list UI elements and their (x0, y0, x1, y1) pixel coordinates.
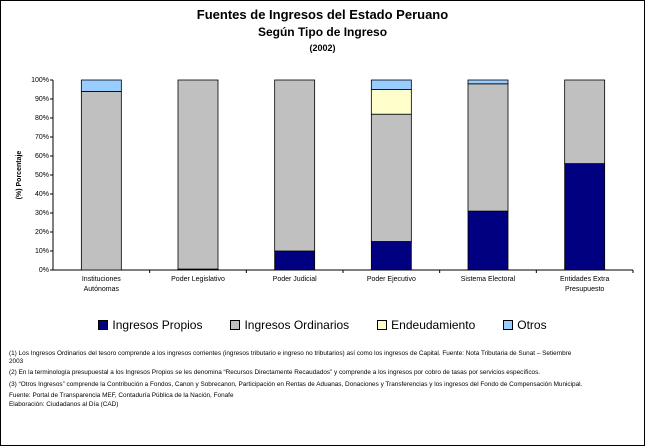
bar-segment (370, 241, 412, 271)
bar-segment (80, 91, 122, 271)
legend-label: Ingresos Ordinarios (244, 318, 350, 332)
bar-segment (80, 79, 122, 92)
notes: (1) Los Ingresos Ordinarios del tesoro c… (9, 350, 584, 409)
y-tick-label: 80% (35, 115, 49, 122)
y-tick-label: 10% (35, 248, 49, 255)
bar-segment (370, 89, 412, 115)
bar-segment (370, 79, 412, 90)
legend-item: Endeudamiento (377, 318, 475, 332)
chart-subtitle: Según Tipo de Ingreso (257, 25, 388, 39)
legend-swatch (98, 320, 109, 330)
chart-period: (2002) (309, 43, 336, 53)
bar-segment (467, 210, 509, 271)
bar-segment (564, 163, 606, 271)
x-tick-label: Sistema Electoral (460, 276, 516, 283)
legend-swatch (503, 320, 514, 330)
x-tick-label: Instituciones Autónomas (81, 276, 121, 293)
bar-segment (467, 79, 509, 85)
bar-segment (274, 250, 316, 271)
y-tick-label: 100% (31, 77, 49, 84)
y-tick-label: 20% (35, 229, 49, 236)
y-tick-label: 40% (35, 191, 49, 198)
chart-title: Fuentes de Ingresos del Estado Peruano (196, 7, 449, 22)
legend-item: Otros (503, 318, 547, 332)
note: (3) “Otros Ingresos” comprende la Contri… (9, 380, 583, 388)
y-tick-label: 70% (35, 134, 49, 141)
source: Fuente: Portal de Transparencia MEF, Con… (9, 392, 234, 399)
credit: Elaboración: Ciudadanos al Día (CAD) (9, 400, 119, 408)
x-tick-label: Poder Legislativo (171, 276, 225, 283)
y-tick-label: 90% (35, 96, 49, 103)
legend-label: Endeudamiento (391, 318, 476, 332)
legend-label: Otros (517, 318, 547, 332)
y-tick-label: 30% (35, 210, 49, 217)
legend: Ingresos Propios Ingresos Ordinarios Endeu… (1, 318, 644, 332)
bar-segment (177, 79, 219, 270)
bar-segment (274, 79, 316, 252)
y-tick-label: 60% (35, 153, 49, 160)
legend-item: Ingresos Propios (98, 318, 202, 332)
y-tick-label: 0% (39, 267, 49, 274)
bar-segment (370, 113, 412, 242)
y-tick-label: 50% (35, 172, 49, 179)
legend-item: Ingresos Ordinarios (230, 318, 349, 332)
legend-swatch (230, 320, 241, 330)
note: (1) Los Ingresos Ordinarios del tesoro c… (9, 350, 572, 365)
bar-segment (564, 79, 606, 164)
note: (2) En la terminología presupuestal a lo… (9, 369, 541, 376)
bar-segment (467, 83, 509, 212)
x-tick-label: Poder Judicial (272, 276, 317, 283)
y-axis-label: (%) Porcentaje (16, 151, 23, 200)
x-tick-label: Poder Ejecutivo (366, 276, 416, 283)
legend-label: Ingresos Propios (112, 318, 203, 332)
x-tick-label: Entidades Extra Presupuesto (559, 276, 610, 293)
legend-swatch (377, 320, 388, 330)
